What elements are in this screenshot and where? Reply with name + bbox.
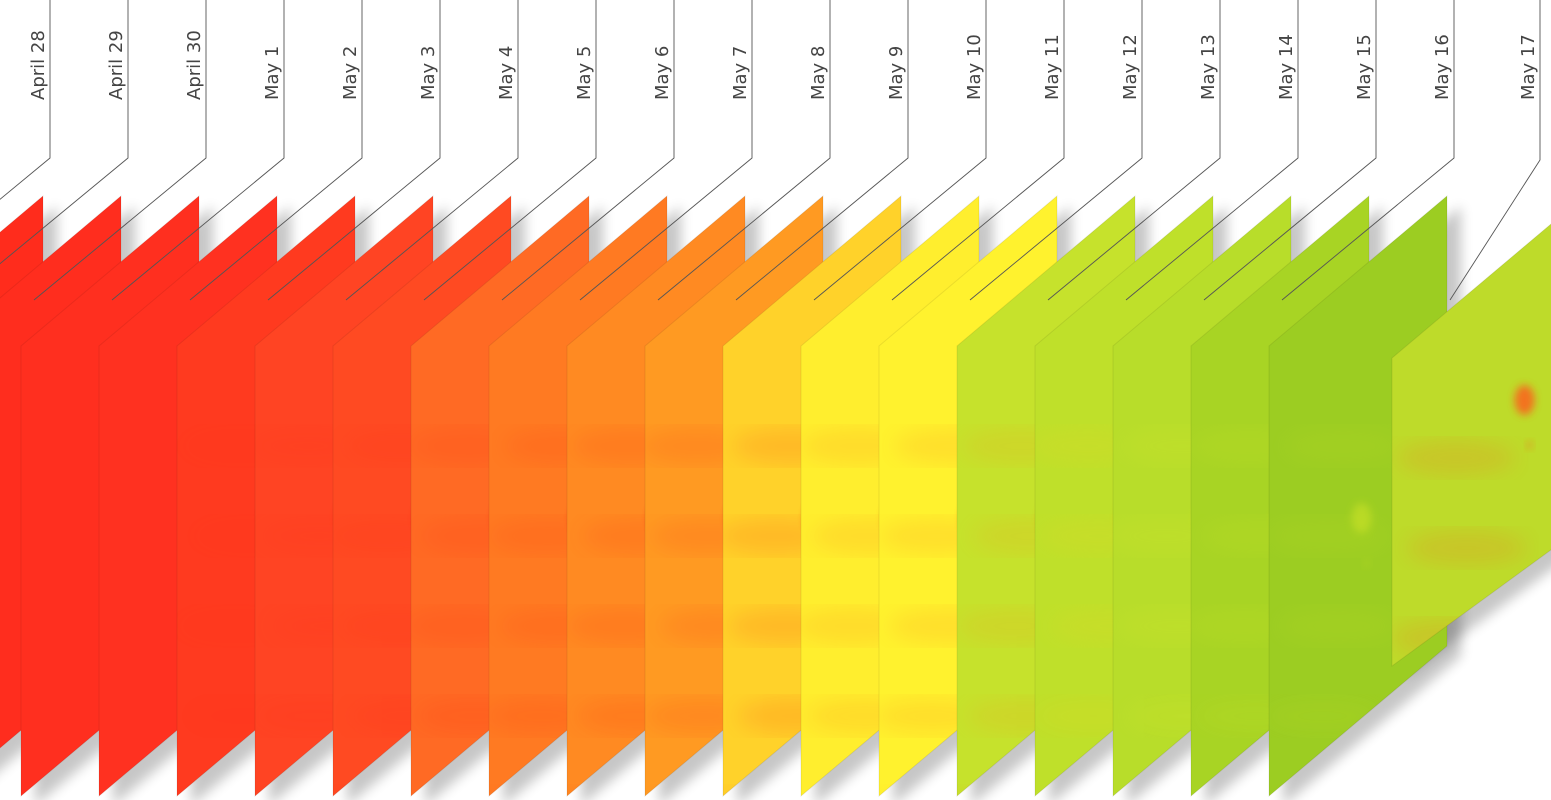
- hot-spot: [1351, 503, 1372, 533]
- leader-line: [0, 0, 129, 265]
- leader-line: [1047, 0, 1221, 301]
- leader-line: [891, 0, 1065, 301]
- date-label: May 17: [1518, 34, 1539, 100]
- date-label: May 15: [1354, 34, 1375, 100]
- leader-line: [813, 0, 987, 301]
- date-label: May 10: [964, 34, 985, 100]
- date-label: May 7: [730, 46, 751, 100]
- date-label: April 28: [28, 30, 49, 100]
- leader-line: [1203, 0, 1377, 301]
- leader-line: [735, 0, 909, 301]
- leader-line: [1449, 0, 1541, 301]
- frame-layers: [0, 194, 1551, 798]
- leader-line: [657, 0, 831, 301]
- hot-spot: [1514, 385, 1535, 415]
- leader-line: [111, 0, 285, 301]
- leader-line: [423, 0, 597, 301]
- date-label: May 2: [340, 46, 361, 100]
- date-label: April 29: [106, 30, 127, 100]
- date-label: May 3: [418, 46, 439, 100]
- date-label: May 16: [1432, 34, 1453, 100]
- date-label: April 30: [184, 30, 205, 100]
- date-label: May 13: [1198, 34, 1219, 100]
- date-label: May 8: [808, 46, 829, 100]
- leader-line: [501, 0, 675, 301]
- date-label: May 1: [262, 46, 283, 100]
- leader-line: [969, 0, 1143, 301]
- leader-lines: [0, 0, 1541, 301]
- date-label: May 9: [886, 46, 907, 100]
- date-label: May 12: [1120, 34, 1141, 100]
- leader-line: [1125, 0, 1299, 301]
- leader-line: [189, 0, 363, 301]
- leader-line: [267, 0, 441, 301]
- date-label: May 14: [1276, 34, 1297, 100]
- date-labels: April 28 April 29 April 30 May 1 May 2 May 3 M…: [28, 30, 1539, 100]
- leader-line: [0, 0, 51, 200]
- leader-line: [1281, 0, 1455, 301]
- leader-line: [579, 0, 753, 301]
- date-label: May 11: [1042, 34, 1063, 100]
- date-label: May 4: [496, 46, 517, 100]
- date-label: May 6: [652, 46, 673, 100]
- date-label: May 5: [574, 46, 595, 100]
- leader-line: [345, 0, 519, 301]
- leader-line: [33, 0, 207, 301]
